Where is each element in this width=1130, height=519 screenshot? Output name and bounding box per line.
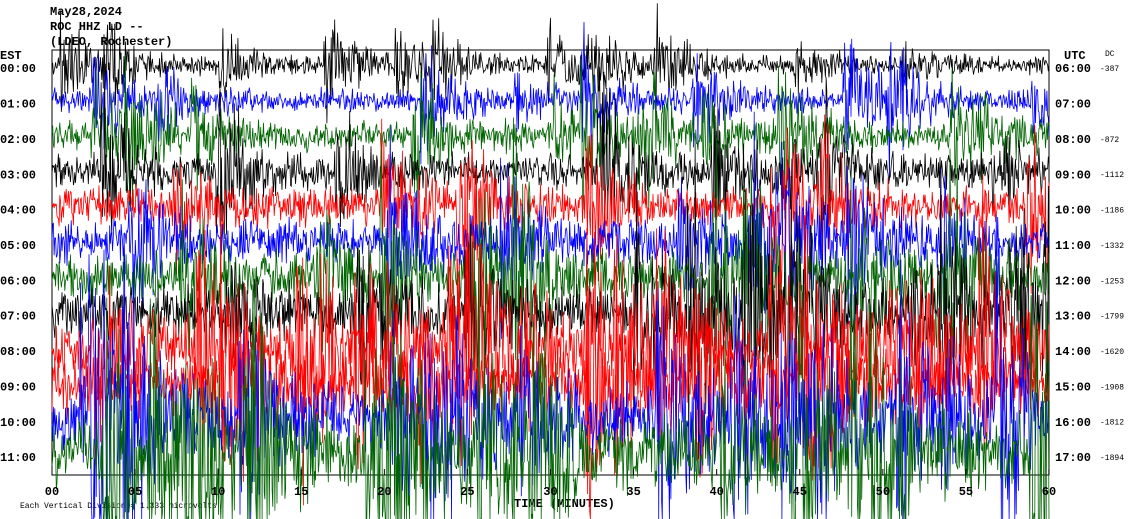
- x-tick-label: 25: [460, 485, 474, 499]
- row-label-utc: 10:00: [1055, 204, 1091, 218]
- x-tick-label: 00: [45, 485, 59, 499]
- row-label-utc: 06:00: [1055, 62, 1091, 76]
- trace: [51, 54, 1050, 219]
- dc-value: -1894: [1100, 454, 1124, 463]
- row-label-utc: 16:00: [1055, 416, 1091, 430]
- footnote: Each Vertical Division = 1.333 microvolt…: [20, 502, 217, 511]
- left-axis-label: EST: [0, 49, 22, 63]
- dc-value: -1332: [1100, 242, 1124, 251]
- trace: [51, 111, 1050, 360]
- row-label-est: 00:00: [0, 62, 36, 76]
- dc-value: -872: [1100, 136, 1119, 145]
- x-tick-label: 55: [959, 485, 973, 499]
- dc-value: -1186: [1100, 207, 1124, 216]
- row-label-est: 06:00: [0, 274, 36, 288]
- row-label-utc: 13:00: [1055, 310, 1091, 324]
- row-label-utc: 07:00: [1055, 98, 1091, 112]
- row-label-utc: 14:00: [1055, 345, 1091, 359]
- chart-title: May28,2024: [50, 5, 122, 19]
- dc-value: -1908: [1100, 383, 1124, 392]
- trace: [51, 21, 1050, 181]
- dc-value: -1112: [1100, 171, 1124, 180]
- row-label-est: 03:00: [0, 168, 36, 182]
- x-tick-label: 45: [793, 485, 807, 499]
- row-label-utc: 15:00: [1055, 380, 1091, 394]
- right-axis-label: UTC: [1064, 49, 1086, 63]
- dc-value: -1620: [1100, 348, 1124, 357]
- dc-value: -1799: [1100, 313, 1124, 322]
- x-tick-label: 05: [128, 485, 142, 499]
- row-label-est: 04:00: [0, 204, 36, 218]
- x-tick-label: 35: [626, 485, 640, 499]
- row-label-est: 02:00: [0, 133, 36, 147]
- row-label-utc: 08:00: [1055, 133, 1091, 147]
- row-label-utc: 17:00: [1055, 451, 1091, 465]
- row-label-utc: 12:00: [1055, 274, 1091, 288]
- trace: [51, 54, 1050, 271]
- row-label-utc: 11:00: [1055, 239, 1091, 253]
- x-tick-label: 30: [543, 485, 557, 499]
- x-tick-label: 40: [709, 485, 723, 499]
- row-label-est: 08:00: [0, 345, 36, 359]
- row-label-est: 01:00: [0, 98, 36, 112]
- row-label-est: 11:00: [0, 451, 36, 465]
- row-label-utc: 09:00: [1055, 168, 1091, 182]
- dc-label: DC: [1105, 50, 1115, 59]
- row-label-est: 10:00: [0, 416, 36, 430]
- dc-value: -1812: [1100, 419, 1124, 428]
- dc-value: -1253: [1100, 277, 1124, 286]
- row-label-est: 09:00: [0, 380, 36, 394]
- x-tick-label: 15: [294, 485, 308, 499]
- traces: [51, 3, 1050, 519]
- trace: [51, 3, 1050, 133]
- chart-subtitle: ROC HHZ LD --: [50, 20, 144, 34]
- x-tick-label: 10: [211, 485, 225, 499]
- dc-value: -387: [1100, 65, 1119, 74]
- chart-source: (LDEO, Rochester): [50, 35, 172, 49]
- row-label-est: 07:00: [0, 310, 36, 324]
- trace: [51, 170, 1050, 519]
- x-tick-label: 20: [377, 485, 391, 499]
- x-tick-label: 60: [1042, 485, 1056, 499]
- x-tick-label: 50: [876, 485, 890, 499]
- row-label-est: 05:00: [0, 239, 36, 253]
